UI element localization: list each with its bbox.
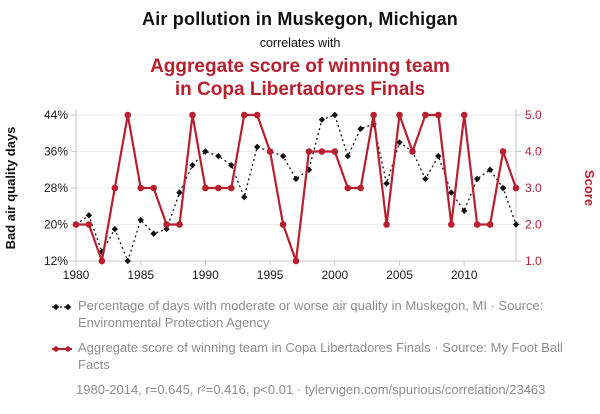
secondary-title-line1: Aggregate score of winning team bbox=[150, 56, 450, 77]
data-point-circle bbox=[344, 185, 352, 192]
swatch-diamond bbox=[52, 304, 60, 311]
left-tick-label: 20% bbox=[44, 218, 68, 232]
data-point-circle bbox=[435, 112, 442, 119]
data-point-diamond bbox=[253, 144, 261, 151]
data-point-diamond bbox=[448, 189, 455, 197]
data-point-circle bbox=[460, 112, 468, 119]
data-point-circle bbox=[85, 221, 93, 229]
data-point-circle bbox=[111, 185, 119, 192]
data-point-diamond bbox=[512, 221, 520, 229]
data-point-circle bbox=[240, 112, 248, 119]
data-point-circle bbox=[292, 258, 300, 265]
data-point-diamond bbox=[422, 176, 429, 183]
right-tick-label: 3.0 bbox=[525, 181, 542, 195]
data-point-diamond bbox=[189, 162, 196, 169]
right-tick-label: 4.0 bbox=[525, 145, 542, 159]
data-point-diamond bbox=[228, 162, 235, 169]
swatch-circle bbox=[53, 346, 59, 352]
data-point-circle bbox=[163, 221, 170, 229]
data-point-circle bbox=[253, 112, 261, 119]
chart-legend: Percentage of days with moderate or wors… bbox=[0, 298, 600, 374]
data-point-circle bbox=[124, 112, 132, 119]
x-tick-label: 1995 bbox=[257, 268, 284, 282]
data-point-circle bbox=[318, 148, 326, 156]
data-point-circle bbox=[72, 221, 80, 229]
data-point-diamond bbox=[318, 116, 326, 124]
data-point-circle bbox=[189, 112, 196, 119]
data-point-circle bbox=[305, 148, 313, 156]
data-point-circle bbox=[150, 185, 157, 192]
data-point-circle bbox=[396, 112, 403, 119]
data-point-diamond bbox=[176, 189, 183, 197]
right-tick-label: 2.0 bbox=[525, 218, 542, 232]
legend-label-air-quality: Percentage of days with moderate or wors… bbox=[78, 298, 544, 331]
correlates-with-text: correlates with bbox=[259, 36, 341, 50]
data-point-diamond bbox=[150, 230, 157, 238]
dashed-diamond-line-icon bbox=[52, 304, 72, 311]
data-point-circle bbox=[266, 148, 274, 156]
data-point-diamond bbox=[124, 258, 131, 265]
dual-axis-line-chart: 12% 20% 28% 36% 44% 1.0 2.0 3.0 4.0 5.0 1980 1985 19… bbox=[3, 108, 597, 282]
data-point-circle bbox=[331, 148, 339, 156]
data-point-diamond bbox=[241, 194, 248, 201]
left-tick-label: 36% bbox=[44, 145, 68, 159]
data-point-circle bbox=[383, 221, 390, 229]
data-point-circle bbox=[215, 185, 222, 192]
solid-circle-line-icon bbox=[52, 346, 72, 352]
data-point-diamond bbox=[331, 112, 339, 119]
data-point-diamond bbox=[85, 212, 93, 219]
data-point-circle bbox=[447, 221, 455, 229]
data-point-circle bbox=[98, 258, 106, 265]
data-point-diamond bbox=[137, 217, 144, 224]
x-tick-label: 2000 bbox=[321, 268, 348, 282]
data-point-circle bbox=[279, 221, 287, 229]
legend-label-score: Aggregate score of winning team in Copa … bbox=[78, 340, 563, 373]
left-axis-title: Bad air quality days bbox=[3, 127, 18, 250]
data-point-diamond bbox=[98, 249, 106, 256]
left-tick-label: 28% bbox=[44, 181, 68, 195]
data-point-circle bbox=[202, 185, 209, 192]
x-tick-label: 1985 bbox=[127, 268, 154, 282]
footer-stats: 1980-2014, r=0.645, r²=0.416, p<0.01 · t… bbox=[76, 381, 546, 397]
series-line-air-quality bbox=[75, 114, 517, 264]
right-tick-label: 1.0 bbox=[525, 254, 542, 268]
x-tick-label: 2005 bbox=[386, 268, 413, 282]
left-tick-label: 12% bbox=[44, 254, 68, 268]
data-point-circle bbox=[227, 185, 235, 192]
page-title: Air pollution in Muskegon, Michigan bbox=[142, 9, 458, 29]
data-point-circle bbox=[357, 185, 365, 192]
data-point-diamond bbox=[357, 125, 364, 133]
secondary-title: Aggregate score of winning team in Copa … bbox=[0, 55, 600, 101]
data-point-diamond bbox=[435, 153, 442, 160]
data-point-diamond bbox=[279, 153, 287, 160]
left-tick-label: 44% bbox=[44, 108, 68, 122]
data-point-circle bbox=[370, 112, 377, 119]
data-point-diamond bbox=[383, 180, 390, 187]
data-point-circle bbox=[137, 185, 145, 192]
data-point-diamond bbox=[344, 153, 351, 160]
x-tick-label: 1980 bbox=[63, 268, 90, 282]
data-point-circle bbox=[486, 221, 494, 229]
swatch-diamond bbox=[64, 304, 72, 311]
legend-item-score: Aggregate score of winning team in Copa … bbox=[52, 340, 570, 374]
data-point-circle bbox=[473, 221, 481, 229]
data-point-diamond bbox=[111, 226, 119, 233]
x-tick-label: 2010 bbox=[451, 268, 478, 282]
x-tick-label: 1990 bbox=[192, 268, 219, 282]
swatch-circle bbox=[65, 346, 71, 352]
right-tick-label: 5.0 bbox=[525, 108, 542, 122]
data-point-circle bbox=[409, 148, 416, 156]
data-point-circle bbox=[422, 112, 429, 119]
legend-item-air-quality: Percentage of days with moderate or wors… bbox=[52, 298, 570, 332]
secondary-title-line2: in Copa Libertadores Finals bbox=[174, 79, 426, 101]
data-point-diamond bbox=[499, 185, 507, 192]
right-axis-title: Score bbox=[582, 170, 597, 206]
data-point-circle bbox=[499, 148, 507, 156]
data-point-circle bbox=[176, 221, 183, 229]
data-point-circle bbox=[512, 185, 520, 192]
